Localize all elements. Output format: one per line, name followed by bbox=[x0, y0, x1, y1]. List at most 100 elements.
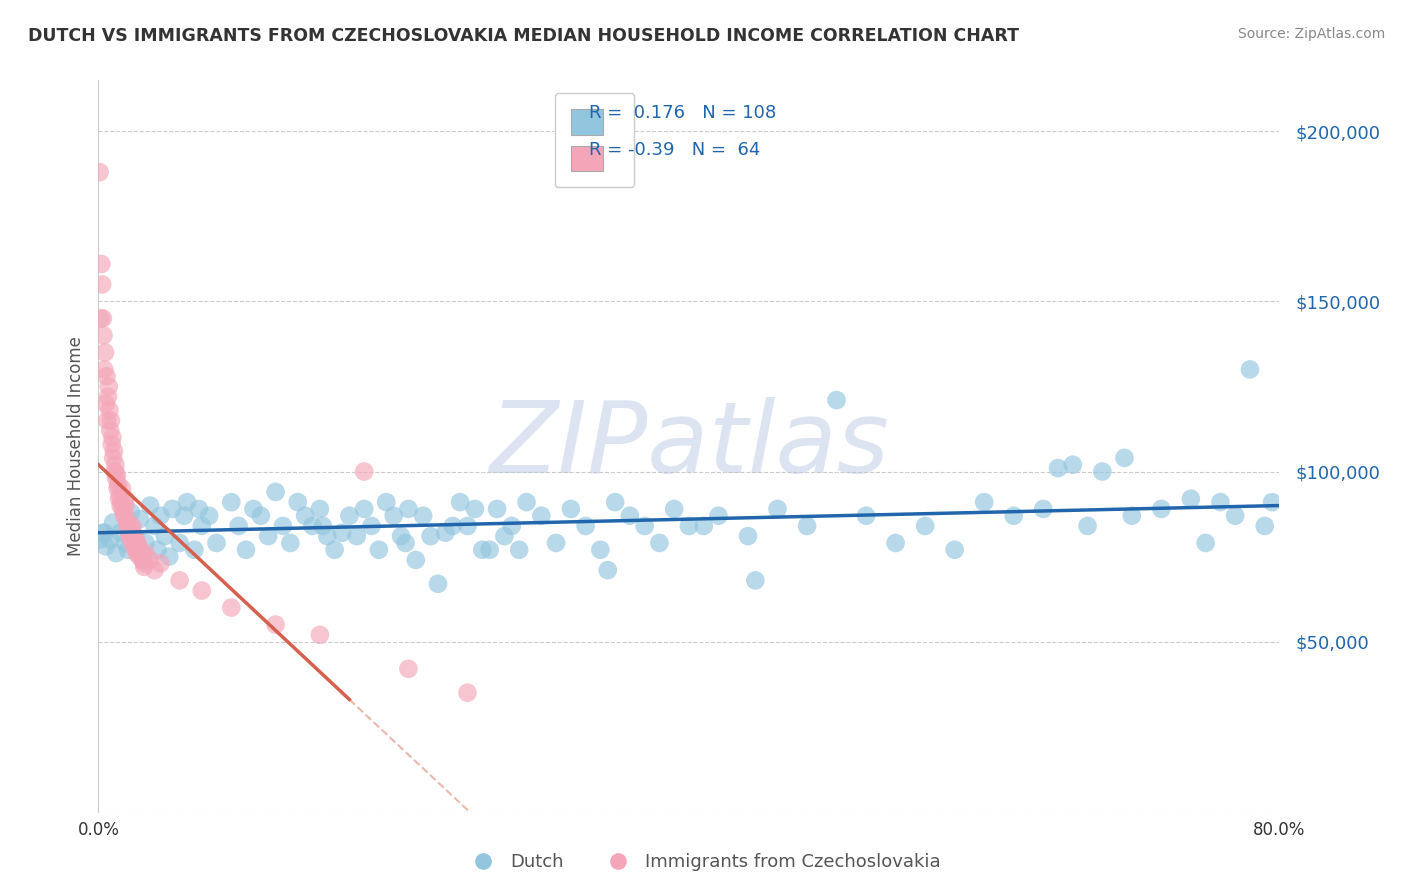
Point bbox=[1077, 519, 1099, 533]
Point bbox=[1114, 450, 1136, 465]
Point bbox=[1091, 465, 1114, 479]
Point bbox=[434, 525, 457, 540]
Point bbox=[191, 583, 214, 598]
Point bbox=[111, 502, 134, 516]
Point bbox=[546, 536, 568, 550]
Point bbox=[134, 559, 156, 574]
Point bbox=[94, 540, 117, 554]
Point bbox=[124, 533, 146, 547]
Point bbox=[94, 345, 117, 359]
Point bbox=[97, 390, 120, 404]
Point bbox=[122, 536, 145, 550]
Point bbox=[98, 403, 121, 417]
Point bbox=[112, 508, 135, 523]
Point bbox=[309, 628, 332, 642]
Point bbox=[143, 563, 166, 577]
Point bbox=[242, 502, 264, 516]
Point bbox=[132, 553, 155, 567]
Point bbox=[105, 546, 128, 560]
Point bbox=[124, 529, 146, 543]
Point bbox=[198, 508, 221, 523]
Point bbox=[250, 508, 273, 523]
Point bbox=[127, 536, 149, 550]
Point bbox=[103, 444, 125, 458]
Point bbox=[884, 536, 907, 550]
Point bbox=[1121, 508, 1143, 523]
Point bbox=[104, 458, 127, 472]
Point bbox=[394, 536, 416, 550]
Point bbox=[143, 519, 166, 533]
Point bbox=[235, 542, 257, 557]
Point bbox=[131, 549, 153, 564]
Point bbox=[678, 519, 700, 533]
Point bbox=[103, 450, 125, 465]
Point bbox=[605, 495, 627, 509]
Point bbox=[173, 508, 195, 523]
Point bbox=[93, 362, 115, 376]
Point bbox=[93, 328, 115, 343]
Y-axis label: Median Household Income: Median Household Income bbox=[66, 336, 84, 556]
Point bbox=[914, 519, 936, 533]
Point bbox=[162, 502, 183, 516]
Point bbox=[108, 491, 131, 506]
Point bbox=[943, 542, 966, 557]
Point bbox=[478, 542, 501, 557]
Point bbox=[257, 529, 280, 543]
Point bbox=[157, 549, 180, 564]
Point bbox=[589, 542, 612, 557]
Point bbox=[91, 311, 114, 326]
Point bbox=[360, 519, 382, 533]
Point bbox=[405, 553, 427, 567]
Point bbox=[464, 502, 486, 516]
Point bbox=[125, 546, 148, 560]
Point bbox=[96, 369, 118, 384]
Point bbox=[419, 529, 441, 543]
Point bbox=[457, 519, 479, 533]
Point bbox=[111, 482, 134, 496]
Point bbox=[973, 495, 995, 509]
Point bbox=[1002, 508, 1025, 523]
Point bbox=[1209, 495, 1232, 509]
Point bbox=[121, 522, 143, 536]
Point bbox=[205, 536, 228, 550]
Point bbox=[228, 519, 250, 533]
Point bbox=[796, 519, 818, 533]
Point bbox=[91, 525, 114, 540]
Point bbox=[125, 542, 148, 557]
Point bbox=[855, 508, 877, 523]
Point bbox=[146, 542, 169, 557]
Text: R = -0.39   N =  64: R = -0.39 N = 64 bbox=[589, 141, 759, 159]
Point bbox=[634, 519, 657, 533]
Point bbox=[128, 542, 150, 557]
Point bbox=[825, 393, 848, 408]
Point bbox=[117, 542, 139, 557]
Point bbox=[457, 686, 479, 700]
Point bbox=[98, 533, 121, 547]
Point bbox=[114, 536, 136, 550]
Point bbox=[169, 574, 191, 588]
Point bbox=[353, 502, 375, 516]
Point bbox=[187, 502, 209, 516]
Point bbox=[117, 519, 139, 533]
Point bbox=[221, 600, 243, 615]
Point bbox=[346, 529, 368, 543]
Point bbox=[128, 549, 150, 564]
Point bbox=[108, 488, 131, 502]
Point bbox=[91, 277, 114, 292]
Point bbox=[693, 519, 716, 533]
Point bbox=[353, 465, 375, 479]
Point bbox=[494, 529, 516, 543]
Point bbox=[100, 437, 122, 451]
Point bbox=[368, 542, 391, 557]
Point bbox=[105, 467, 128, 482]
Point bbox=[486, 502, 509, 516]
Point bbox=[707, 508, 730, 523]
Point bbox=[398, 662, 420, 676]
Point bbox=[560, 502, 582, 516]
Point bbox=[330, 525, 353, 540]
Point bbox=[110, 525, 132, 540]
Point bbox=[530, 508, 553, 523]
Point bbox=[301, 519, 323, 533]
Point bbox=[110, 495, 132, 509]
Point bbox=[149, 557, 172, 571]
